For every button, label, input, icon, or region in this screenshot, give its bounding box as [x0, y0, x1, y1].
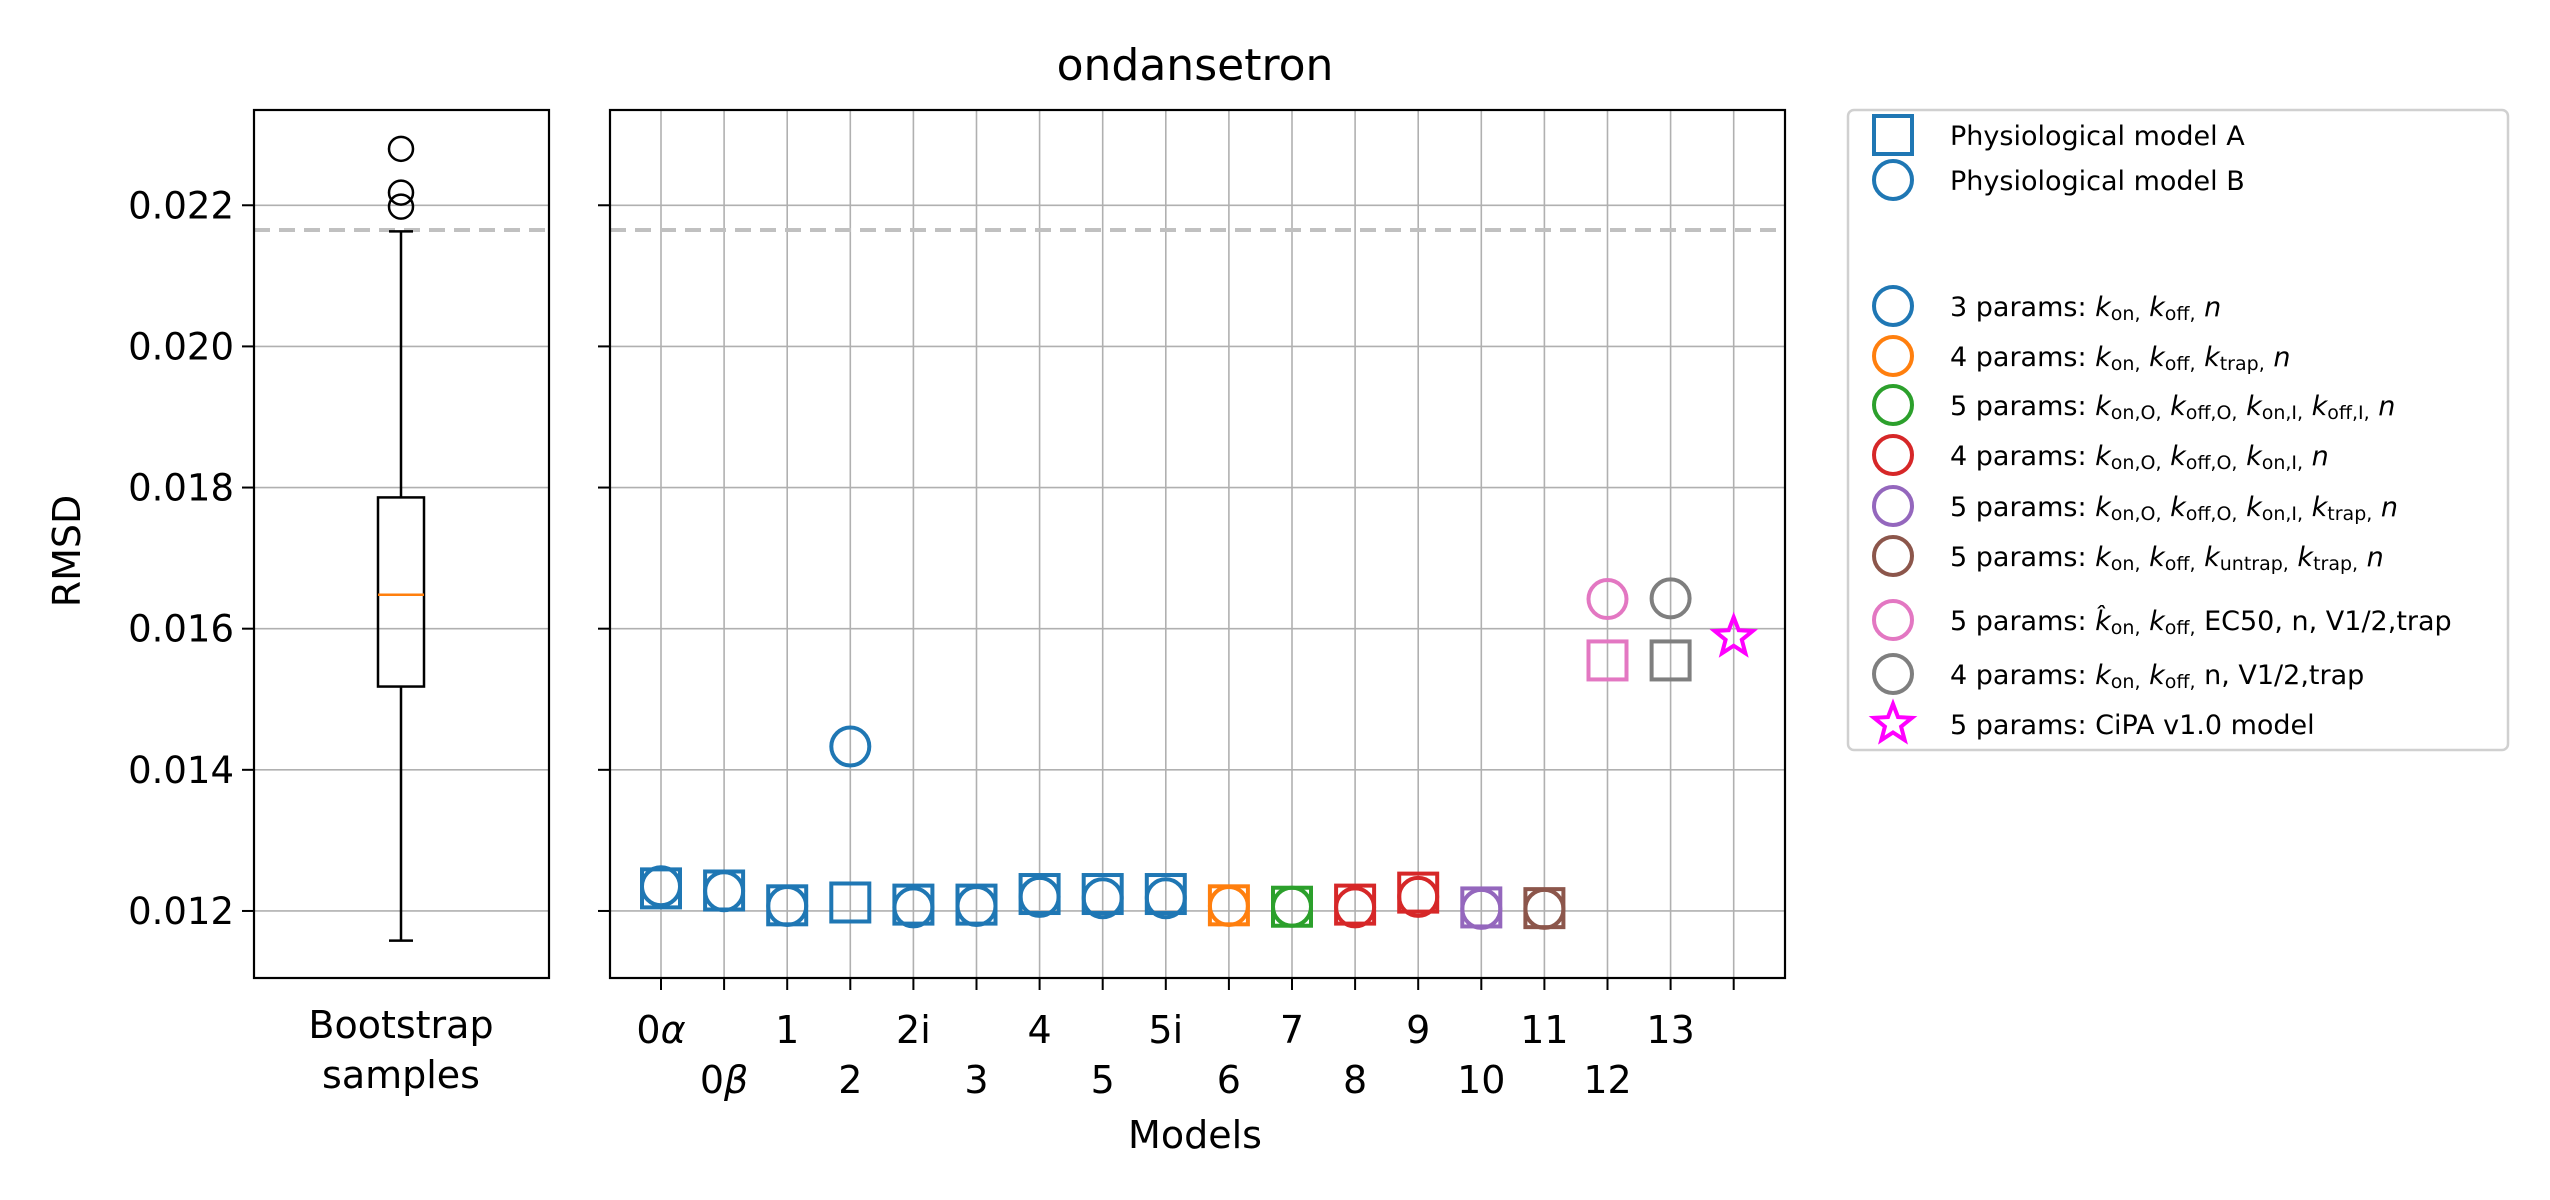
legend-label: 5 params: kon,O, koff,O, kon,I, koff,I, …: [1950, 391, 2395, 424]
boxplot-outlier: [387, 193, 415, 220]
data-point-circle: [640, 865, 682, 908]
y-tick-label: 0.018: [128, 467, 234, 510]
x-tick-label: 6: [1217, 1058, 1241, 1102]
data-point-circle: [766, 885, 809, 928]
bootstrap-axes: 0.012 0.014 0.016 0.018 0.020 0.022: [128, 108, 551, 980]
boxplot-label-line2: samples: [322, 1053, 480, 1097]
data-point-circle: [1144, 877, 1187, 920]
data-point-circle: [1649, 577, 1692, 620]
boxplot-outlier: [387, 135, 415, 163]
legend-marker-circle: [1872, 285, 1914, 327]
legend-marker-circle: [1872, 384, 1914, 426]
legend-marker-circle: [1872, 335, 1914, 377]
y-tick-label: 0.014: [128, 749, 234, 792]
data-point-circle: [1018, 875, 1061, 918]
x-tick-label: 2: [838, 1058, 862, 1102]
x-tick-label: 11: [1520, 1008, 1568, 1052]
legend-marker-circle: [1872, 535, 1914, 577]
data-point-circle: [1081, 877, 1124, 920]
legend-label: Physiological model B: [1950, 166, 2245, 197]
data-point-circle: [1460, 887, 1503, 930]
x-tick-label: 0α: [636, 1008, 685, 1052]
legend-box: [1846, 108, 2510, 752]
legend-label: 5 params: k̂on, koff, EC50, n, V1/2,trap: [1950, 605, 2452, 639]
boxplot-label-line1: Bootstrap: [308, 1003, 493, 1047]
legend-label: 4 params: kon, koff, ktrap, n: [1950, 342, 2290, 375]
data-point-square: [1649, 639, 1692, 682]
legend-label: 4 params: kon,O, koff,O, kon,I, n: [1950, 441, 2329, 474]
data-point-circle: [1523, 887, 1566, 930]
chart-title: ondansetron: [1057, 40, 1334, 91]
legend-marker-circle: [1872, 159, 1914, 201]
legend-label: Physiological model A: [1950, 121, 2245, 152]
data-point-circle: [892, 886, 935, 929]
y-axis-label: RMSD: [45, 495, 89, 608]
x-tick-label: 2i: [896, 1008, 931, 1052]
right-axes-frame: [608, 108, 1787, 980]
data-point-circle: [829, 725, 872, 768]
legend-marker-square: [1872, 114, 1914, 156]
legend-label: 5 params: CiPA v1.0 model: [1950, 710, 2315, 741]
data-point-circle: [1271, 885, 1313, 928]
x-tick-label: 4: [1028, 1008, 1052, 1052]
boxplot-outlier: [387, 179, 415, 206]
legend-label: 3 params: kon, koff, n: [1950, 292, 2221, 325]
y-tick-label: 0.022: [128, 184, 234, 227]
x-tick-label: 9: [1406, 1008, 1430, 1052]
x-tick-label: 7: [1280, 1008, 1304, 1052]
legend-marker-star: [1868, 698, 1918, 745]
legend-marker-circle: [1872, 434, 1914, 476]
data-point-circle: [1397, 875, 1440, 918]
legend-marker-circle: [1872, 599, 1914, 641]
x-tick-label: 1: [775, 1008, 799, 1052]
data-point-circle: [1207, 885, 1250, 928]
legend-marker-circle: [1872, 485, 1914, 527]
x-tick-label: 12: [1583, 1058, 1631, 1102]
x-tick-label: 0β: [700, 1058, 748, 1102]
x-tick-label: 5i: [1148, 1008, 1183, 1052]
data-point-circle: [1334, 886, 1377, 929]
data-point-circle: [703, 870, 746, 913]
y-tick-label: 0.016: [128, 608, 234, 651]
x-tick-label: 3: [964, 1058, 988, 1102]
y-tick-label: 0.020: [128, 325, 234, 368]
data-point-circle: [955, 885, 998, 928]
legend-label: 5 params: kon,O, koff,O, kon,I, ktrap, n: [1950, 492, 2398, 525]
legend-label: 4 params: kon, koff, n, V1/2,trap: [1950, 660, 2364, 693]
legend-marker-circle: [1872, 653, 1914, 695]
x-tick-label: 8: [1343, 1058, 1367, 1102]
legend-label: 5 params: kon, koff, kuntrap, ktrap, n: [1950, 542, 2384, 575]
legend: Physiological model A Physiological model…: [1846, 108, 2510, 752]
boxplot-box: [376, 496, 426, 688]
x-tick-label: 5: [1091, 1058, 1115, 1102]
x-axis-label: Models: [1128, 1113, 1262, 1157]
left-axes-frame: [252, 108, 551, 980]
data-point-circle: [1586, 578, 1629, 621]
x-tick-label: 10: [1457, 1058, 1505, 1102]
data-point-square: [829, 881, 872, 924]
y-tick-label: 0.012: [128, 890, 234, 933]
data-point-square: [1586, 639, 1629, 682]
data-point-star: [1709, 611, 1758, 658]
x-tick-label: 13: [1646, 1008, 1694, 1052]
